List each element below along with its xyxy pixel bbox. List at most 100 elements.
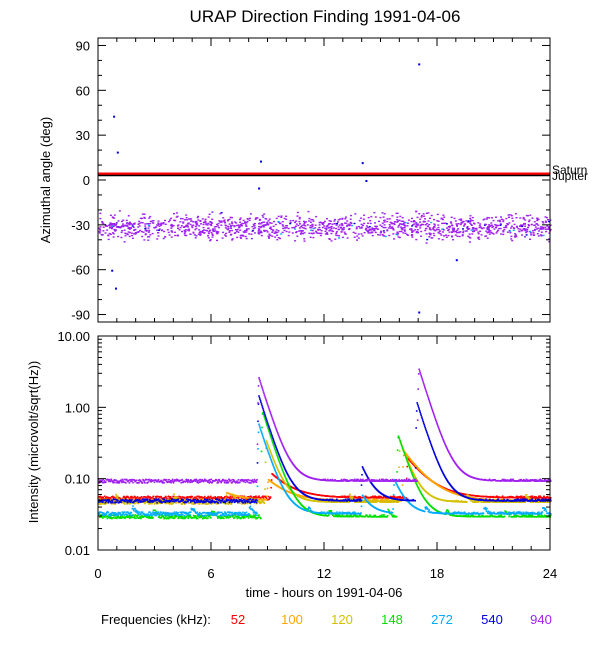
- azimuth-point: [542, 228, 545, 230]
- azimuth-point: [227, 227, 230, 229]
- intensity-point: [407, 464, 410, 466]
- azimuth-point: [277, 221, 280, 223]
- intensity-point: [180, 497, 183, 500]
- intensity-point: [525, 496, 527, 498]
- intensity-point: [346, 514, 348, 516]
- azimuth-point: [237, 231, 240, 233]
- azimuth-point: [383, 213, 386, 215]
- azimuth-point: [547, 226, 550, 228]
- azimuth-point: [428, 223, 431, 226]
- azimuth-point: [133, 223, 136, 225]
- azimuth-point: [433, 223, 436, 225]
- intensity-point: [121, 501, 124, 503]
- intensity-point: [162, 497, 164, 500]
- azimuth-point: [235, 224, 238, 227]
- intensity-point: [161, 514, 164, 517]
- azimuth-point: [227, 225, 229, 228]
- intensity-point: [355, 498, 357, 500]
- intensity-point: [392, 495, 395, 498]
- intensity-point: [402, 450, 405, 452]
- azimuth-point: [298, 230, 301, 232]
- azimuth-point: [132, 226, 135, 228]
- azimuth-point: [113, 223, 115, 225]
- azimuth-point: [249, 213, 252, 215]
- azimuth-point: [111, 226, 114, 229]
- intensity-point: [191, 501, 194, 503]
- intensity-point: [135, 501, 138, 504]
- intensity-point: [173, 515, 175, 517]
- azimuth-point: [432, 232, 435, 235]
- intensity-point: [204, 517, 206, 519]
- azimuth-point: [360, 223, 363, 226]
- intensity-point: [333, 501, 335, 503]
- azimuth-point: [387, 227, 390, 229]
- azimuth-point: [113, 214, 116, 216]
- azimuth-point: [133, 233, 136, 235]
- azimuth-point: [443, 216, 446, 218]
- azimuth-point: [226, 228, 229, 230]
- azimuth-point: [125, 222, 128, 224]
- azimuth-point: [227, 219, 229, 221]
- azimuth-point: [533, 229, 536, 232]
- intensity-point: [268, 498, 270, 501]
- azimuth-point: [422, 220, 425, 222]
- azimuth-point: [547, 219, 549, 221]
- azimuth-point: [173, 219, 176, 221]
- azimuth-point: [201, 218, 204, 220]
- intensity-point: [178, 495, 180, 498]
- azimuth-point: [530, 223, 533, 226]
- intensity-point: [269, 449, 271, 452]
- azimuth-point: [492, 233, 495, 235]
- azimuth-point: [407, 222, 409, 224]
- azimuth-point: [147, 236, 149, 238]
- azimuth-point: [500, 218, 503, 220]
- intensity-point: [123, 516, 126, 518]
- intensity-point: [196, 517, 199, 520]
- azimuth-point: [481, 227, 484, 230]
- azimuth-point: [398, 219, 401, 221]
- azimuth-point: [469, 237, 472, 239]
- azimuth-point: [109, 223, 112, 225]
- azimuth-point: [113, 217, 116, 219]
- intensity-point: [202, 517, 204, 520]
- intensity-point: [230, 496, 232, 499]
- azimuth-point: [123, 241, 126, 243]
- intensity-point: [144, 501, 147, 504]
- intensity-point: [256, 501, 259, 503]
- intensity-point: [288, 484, 290, 487]
- azimuth-point: [515, 225, 518, 228]
- azimuth-point: [234, 231, 237, 234]
- azimuth-point: [335, 232, 338, 234]
- intensity-point: [401, 497, 403, 499]
- azimuth-point: [211, 233, 214, 235]
- azimuth-point: [187, 226, 189, 228]
- azimuth-point: [217, 226, 220, 229]
- intensity-point: [117, 495, 119, 498]
- intensity-point: [243, 515, 246, 517]
- intensity-point: [272, 458, 275, 461]
- intensity-point: [120, 517, 122, 519]
- azimuth-point: [336, 234, 339, 237]
- azimuth-point: [315, 230, 318, 233]
- azimuth-point: [126, 224, 129, 226]
- intensity-point: [343, 496, 346, 498]
- azimuth-point: [491, 232, 494, 234]
- azimuth-point: [253, 232, 256, 234]
- intensity-point: [119, 516, 122, 518]
- azimuth-point: [472, 228, 475, 230]
- azimuth-point: [429, 234, 432, 236]
- azimuth-point: [225, 232, 228, 235]
- azimuth-point: [363, 214, 366, 216]
- intensity-point: [142, 496, 145, 498]
- intensity-point: [249, 516, 252, 518]
- azimuth-point: [260, 225, 263, 228]
- intensity-point: [322, 500, 325, 503]
- intensity-point: [134, 497, 137, 500]
- intensity-point: [465, 515, 467, 518]
- intensity-point: [349, 493, 351, 495]
- azimuth-point: [288, 231, 291, 233]
- intensity-point: [489, 501, 491, 503]
- intensity-point: [210, 517, 212, 519]
- intensity-point: [99, 503, 101, 505]
- azimuth-point: [301, 226, 304, 229]
